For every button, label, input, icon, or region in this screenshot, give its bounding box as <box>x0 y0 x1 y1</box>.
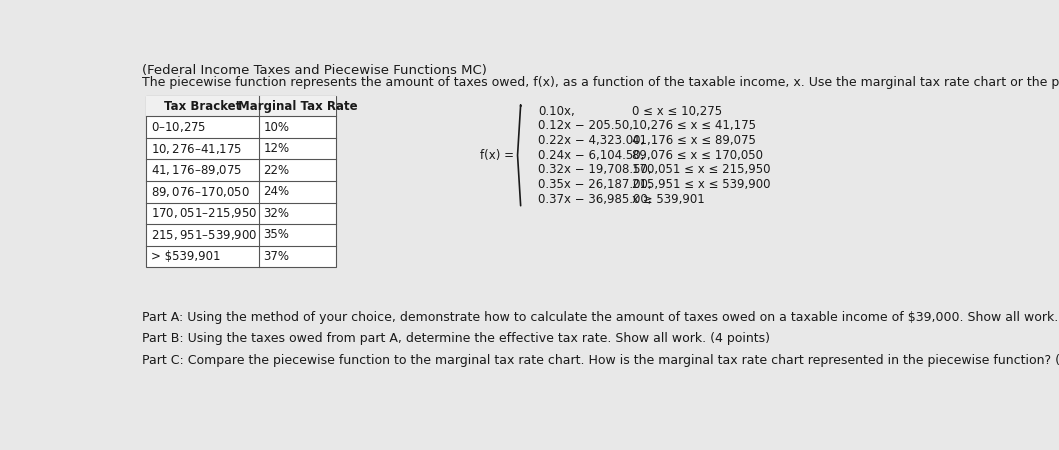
Text: 0.10x,: 0.10x, <box>538 105 575 118</box>
Text: (Federal Income Taxes and Piecewise Functions MC): (Federal Income Taxes and Piecewise Func… <box>142 64 486 77</box>
Text: 37%: 37% <box>264 250 289 263</box>
Text: 0.22x − 4,323.00,: 0.22x − 4,323.00, <box>538 134 645 147</box>
Text: $215,951–$539,900: $215,951–$539,900 <box>151 228 257 242</box>
Text: 215,951 ≤ x ≤ 539,900: 215,951 ≤ x ≤ 539,900 <box>632 178 771 191</box>
Text: 24%: 24% <box>264 185 289 198</box>
Text: Part B: Using the taxes owed from part A, determine the effective tax rate. Show: Part B: Using the taxes owed from part A… <box>142 332 770 345</box>
Text: The piecewise function represents the amount of taxes owed, f(x), as a function : The piecewise function represents the am… <box>142 76 1059 89</box>
Text: $10,276–$41,175: $10,276–$41,175 <box>151 142 243 156</box>
Text: 10%: 10% <box>264 121 289 134</box>
Text: > $539,901: > $539,901 <box>151 250 220 263</box>
Text: $170,051–$215,950: $170,051–$215,950 <box>151 207 257 220</box>
Text: 0.37x − 36,985.00,: 0.37x − 36,985.00, <box>538 193 652 206</box>
Text: Part A: Using the method of your choice, demonstrate how to calculate the amount: Part A: Using the method of your choice,… <box>142 310 1059 324</box>
Text: 0.32x − 19,708.50,: 0.32x − 19,708.50, <box>538 163 652 176</box>
Text: $89,076–$170,050: $89,076–$170,050 <box>151 185 250 199</box>
Text: 10,276 ≤ x ≤ 41,175: 10,276 ≤ x ≤ 41,175 <box>632 120 756 132</box>
Text: $0–$10,275: $0–$10,275 <box>151 120 207 134</box>
Text: x ≥ 539,901: x ≥ 539,901 <box>632 193 705 206</box>
Text: 89,076 ≤ x ≤ 170,050: 89,076 ≤ x ≤ 170,050 <box>632 149 764 162</box>
Text: 0.35x − 26,187.00,: 0.35x − 26,187.00, <box>538 178 652 191</box>
Text: 32%: 32% <box>264 207 289 220</box>
Text: 41,176 ≤ x ≤ 89,075: 41,176 ≤ x ≤ 89,075 <box>632 134 756 147</box>
Text: 0 ≤ x ≤ 10,275: 0 ≤ x ≤ 10,275 <box>632 105 722 118</box>
Bar <box>146 96 336 267</box>
Text: Tax Bracket: Tax Bracket <box>164 100 241 113</box>
Text: Part C: Compare the piecewise function to the marginal tax rate chart. How is th: Part C: Compare the piecewise function t… <box>142 354 1059 367</box>
Text: 35%: 35% <box>264 229 289 242</box>
Text: 0.12x − 205.50,: 0.12x − 205.50, <box>538 120 633 132</box>
Text: 12%: 12% <box>264 142 289 155</box>
Bar <box>146 96 336 117</box>
Text: 0.24x − 6,104.50,: 0.24x − 6,104.50, <box>538 149 645 162</box>
Text: Marginal Tax Rate: Marginal Tax Rate <box>237 100 357 113</box>
Text: 170,051 ≤ x ≤ 215,950: 170,051 ≤ x ≤ 215,950 <box>632 163 771 176</box>
Text: $41,176–$89,075: $41,176–$89,075 <box>151 163 243 177</box>
Text: 22%: 22% <box>264 164 289 177</box>
Text: f(x) =: f(x) = <box>480 149 514 162</box>
